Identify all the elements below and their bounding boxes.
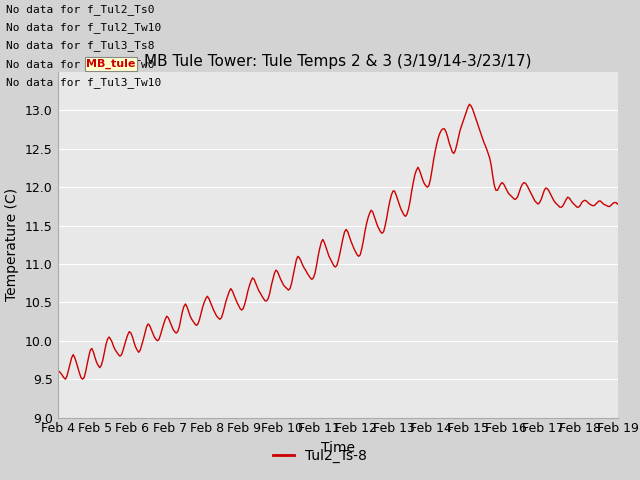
- Text: No data for f_Tul3_Tw10: No data for f_Tul3_Tw10: [6, 77, 162, 88]
- Y-axis label: Temperature (C): Temperature (C): [5, 188, 19, 301]
- Text: No data for f_Tul3_Ts8: No data for f_Tul3_Ts8: [6, 40, 155, 51]
- Text: No data for f_Tul3_Tw0: No data for f_Tul3_Tw0: [6, 59, 155, 70]
- Text: No data for f_Tul2_Tw10: No data for f_Tul2_Tw10: [6, 22, 162, 33]
- Legend: Tul2_Ts-8: Tul2_Ts-8: [268, 443, 372, 468]
- Text: MB_tule: MB_tule: [86, 59, 136, 69]
- Text: No data for f_Tul2_Ts0: No data for f_Tul2_Ts0: [6, 4, 155, 15]
- Title: MB Tule Tower: Tule Temps 2 & 3 (3/19/14-3/23/17): MB Tule Tower: Tule Temps 2 & 3 (3/19/14…: [144, 54, 531, 70]
- X-axis label: Time: Time: [321, 441, 355, 455]
